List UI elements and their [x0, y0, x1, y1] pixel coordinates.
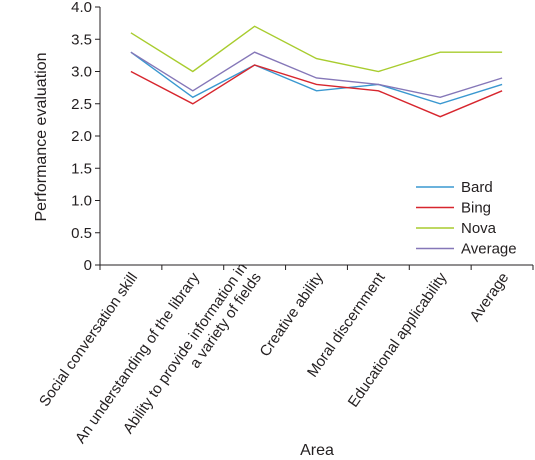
y-tick-label: 0.5	[71, 225, 92, 242]
series-line-average	[130, 51, 503, 99]
y-axis: 0 0.5 1.0 1.5 2.0 2.5 3.0 3.5 4.0	[71, 0, 101, 274]
series-layer	[130, 25, 503, 118]
x-tick-label: Creative ability	[256, 269, 327, 360]
legend: Bard Bing Nova Average	[416, 179, 517, 258]
y-tick-label: 2.5	[71, 96, 92, 113]
x-tick-label-line: Average	[467, 270, 513, 325]
x-tick-label: Average	[467, 270, 513, 325]
y-tick-label: 3.0	[71, 64, 92, 81]
y-axis-title: Performance evaluation	[33, 53, 50, 222]
y-tick-label: 0	[84, 257, 92, 274]
series-line-bing	[130, 64, 503, 118]
legend-label-bard: Bard	[461, 179, 493, 196]
legend-label-nova: Nova	[461, 220, 497, 237]
x-axis-title: Area	[300, 442, 334, 459]
series-line-nova	[130, 25, 503, 73]
x-tick-label-line: Creative ability	[256, 269, 327, 360]
y-tick-label: 3.5	[71, 31, 92, 48]
legend-label-bing: Bing	[461, 200, 491, 217]
y-tick-label: 2.0	[71, 128, 92, 145]
series-line-bard	[130, 51, 503, 105]
y-tick-label: 1.0	[71, 193, 92, 210]
y-tick-label: 4.0	[71, 0, 92, 16]
legend-label-average: Average	[461, 241, 517, 258]
y-tick-label: 1.5	[71, 160, 92, 177]
